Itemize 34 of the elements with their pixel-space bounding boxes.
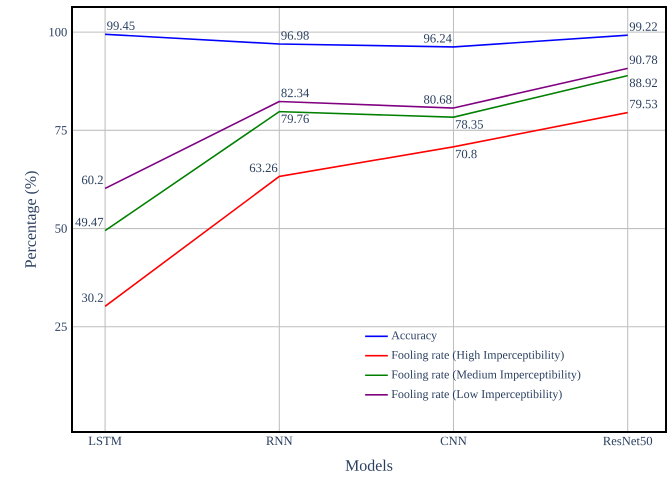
data-label: 63.26 xyxy=(250,164,278,172)
y-tick-label: 75 xyxy=(56,126,67,135)
x-tick-label: RNN xyxy=(266,436,292,445)
line-series xyxy=(104,74,628,232)
x-tick-label: CNN xyxy=(440,436,467,446)
legend-label: Fooling rate (High Imperceptibility) xyxy=(392,350,564,362)
data-label: 49.47 xyxy=(75,218,104,226)
data-label: 96.98 xyxy=(281,31,309,40)
data-label: 79.53 xyxy=(630,100,658,108)
data-label: 99.45 xyxy=(107,22,135,30)
data-label: 60.2 xyxy=(82,176,103,184)
x-axis-title: Models xyxy=(346,460,392,471)
line-series xyxy=(104,112,628,308)
line-series xyxy=(104,33,628,48)
legend-label: Accuracy xyxy=(391,331,438,342)
y-tick-label: 25 xyxy=(55,322,67,331)
data-label: 82.34 xyxy=(281,88,310,98)
data-label: 80.68 xyxy=(424,95,452,104)
legend-label: Fooling rate (Low Imperceptibility) xyxy=(392,390,562,401)
x-tick-label: LSTM xyxy=(88,436,122,446)
y-axis-title: Percentage (%) xyxy=(24,171,40,268)
line-series xyxy=(104,68,628,190)
data-label: 99.22 xyxy=(630,22,657,31)
data-label: 88.92 xyxy=(630,78,657,88)
data-label: 90.78 xyxy=(630,56,658,64)
data-label: 96.24 xyxy=(424,34,452,43)
data-label: 70.8 xyxy=(456,150,477,158)
y-tick-label: 50 xyxy=(55,224,67,233)
legend-label: Fooling rate (Medium Imperceptibility) xyxy=(392,370,580,381)
data-label: 30.2 xyxy=(82,293,103,302)
data-label: 79.76 xyxy=(282,114,309,124)
y-tick-label: 100 xyxy=(49,28,67,36)
data-label: 78.35 xyxy=(456,120,483,129)
x-tick-label: ResNet50 xyxy=(603,436,652,446)
